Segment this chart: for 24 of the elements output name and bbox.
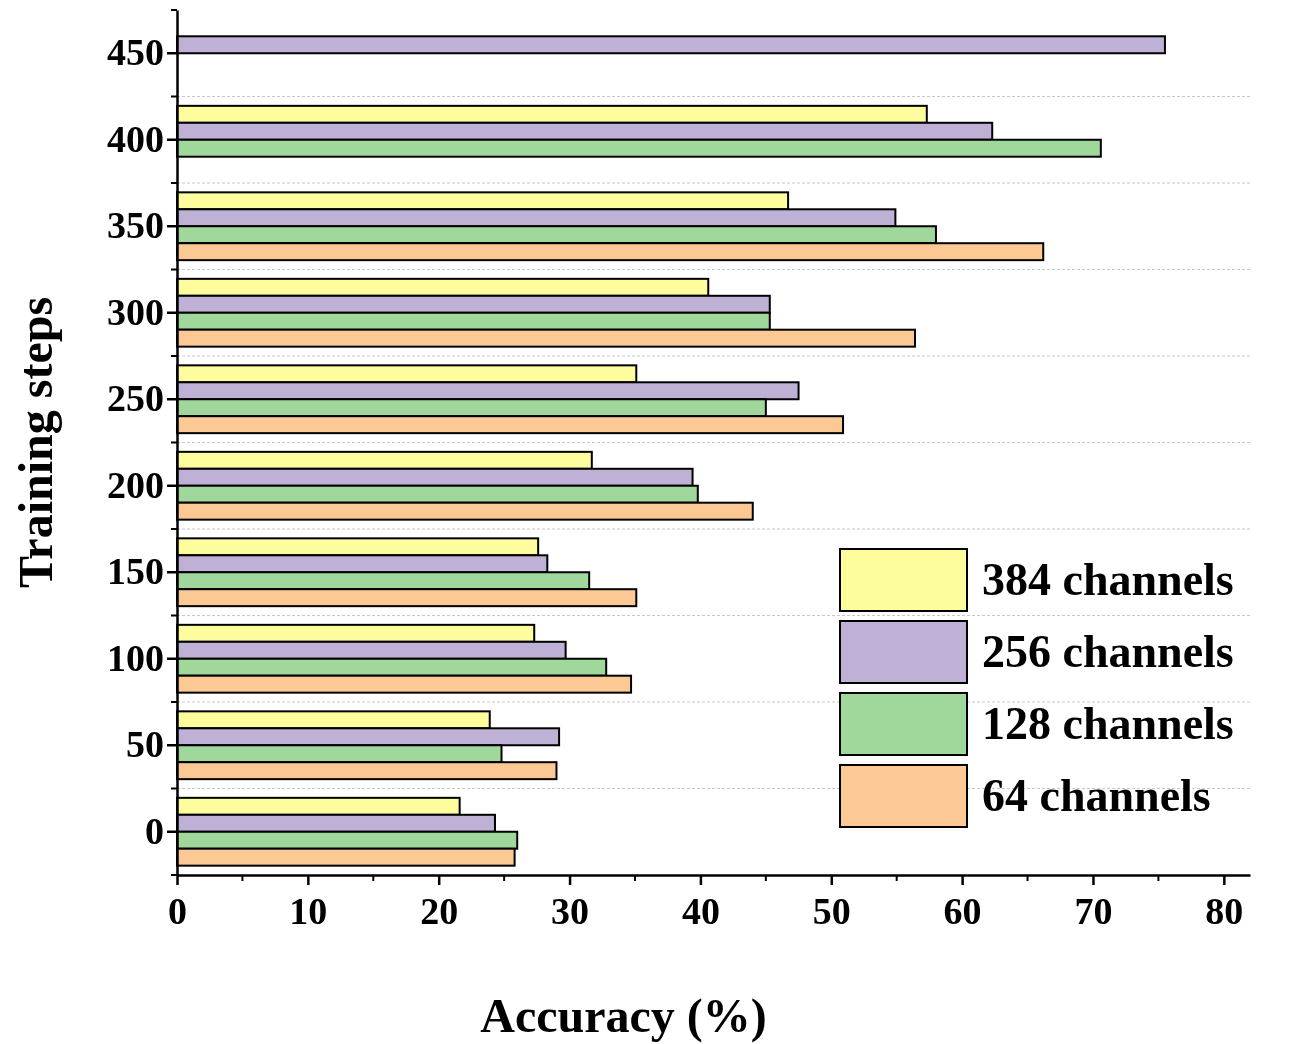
x-axis-title: Accuracy (%) bbox=[480, 989, 767, 1043]
y-tick-label: 50 bbox=[126, 723, 164, 766]
x-tick-label: 70 bbox=[1074, 890, 1113, 933]
x-tick-label: 50 bbox=[812, 890, 851, 933]
y-tick-label: 300 bbox=[107, 290, 164, 333]
y-tick-label: 450 bbox=[107, 31, 164, 74]
legend-label: 64 channels bbox=[982, 770, 1211, 821]
x-tick-label: 10 bbox=[289, 890, 328, 933]
y-tick-label: 400 bbox=[107, 117, 164, 160]
x-tick-label: 40 bbox=[681, 890, 720, 933]
y-tick-label: 150 bbox=[107, 550, 164, 593]
y-axis-title: Training steps bbox=[9, 296, 62, 589]
x-tick-label: 80 bbox=[1205, 890, 1244, 933]
y-tick-label: 100 bbox=[107, 636, 164, 679]
legend-label: 256 channels bbox=[982, 626, 1234, 677]
x-tick-label: 60 bbox=[943, 890, 982, 933]
legend-label: 128 channels bbox=[982, 698, 1234, 749]
x-tick-label: 20 bbox=[420, 890, 459, 933]
y-tick-label: 250 bbox=[107, 377, 164, 420]
y-tick-label: 0 bbox=[145, 809, 164, 852]
legend-label: 384 channels bbox=[982, 554, 1234, 605]
x-tick-label: 30 bbox=[551, 890, 590, 933]
y-tick-label: 350 bbox=[107, 204, 164, 247]
y-tick-label: 200 bbox=[107, 463, 164, 506]
